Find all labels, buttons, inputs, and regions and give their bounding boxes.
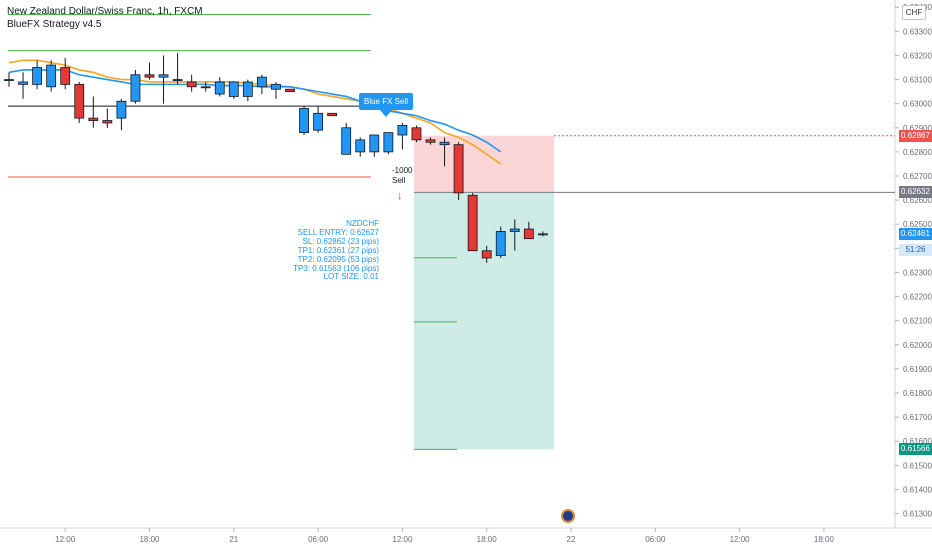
- candle-body[interactable]: [158, 74, 169, 78]
- y-tick-label: 0.61800: [903, 389, 932, 398]
- down-arrow-icon: ↓: [397, 190, 403, 202]
- y-tick-label: 0.61300: [903, 510, 932, 519]
- go-to-realtime-icon[interactable]: [561, 509, 575, 523]
- info-stop-loss: SL: 0.62862 (23 pips): [302, 236, 380, 246]
- candle-body[interactable]: [271, 83, 281, 90]
- candle-body[interactable]: [538, 233, 548, 236]
- candle-body[interactable]: [439, 141, 450, 146]
- candle-body[interactable]: [32, 67, 42, 85]
- slow-moving-average-line: [8, 59, 502, 165]
- x-tick-label: 12:00: [730, 535, 751, 544]
- y-tick-label: 0.62500: [903, 220, 932, 229]
- y-tick-label: 0.62200: [903, 293, 932, 302]
- stop-loss-zone: [414, 135, 554, 193]
- candle-body[interactable]: [355, 139, 366, 153]
- candle-body[interactable]: [60, 67, 71, 85]
- price-tag: 0.61566: [899, 443, 932, 456]
- x-tick-label: 18:00: [814, 535, 835, 544]
- candle-body[interactable]: [341, 127, 352, 155]
- y-tick-label: 0.61900: [903, 365, 932, 374]
- price-tag: 51:26: [899, 243, 932, 256]
- candle-body[interactable]: [242, 81, 253, 97]
- candle-body[interactable]: [495, 231, 506, 256]
- candle-body[interactable]: [467, 194, 478, 252]
- candle-body[interactable]: [523, 228, 534, 240]
- candle-body[interactable]: [425, 139, 436, 143]
- candle-body[interactable]: [411, 127, 422, 141]
- candle-body[interactable]: [299, 108, 309, 134]
- x-tick-label: 21: [229, 535, 238, 544]
- chart-header: New Zealand Dollar/Swiss Franc, 1h, FXCM…: [7, 5, 203, 31]
- candle-body[interactable]: [256, 76, 267, 88]
- price-tag: 0.62867: [899, 129, 932, 142]
- y-tick-label: 0.62300: [903, 268, 932, 277]
- candle-body[interactable]: [481, 250, 492, 259]
- y-tick-label: 0.62000: [903, 341, 932, 350]
- candle-body[interactable]: [88, 117, 99, 121]
- candle-body[interactable]: [453, 144, 464, 194]
- y-tick-label: 0.63300: [903, 27, 932, 36]
- symbol-title[interactable]: New Zealand Dollar/Swiss Franc, 1h, FXCM: [7, 6, 203, 17]
- candle-body[interactable]: [214, 81, 225, 95]
- y-tick-label: 0.61700: [903, 413, 932, 422]
- info-lot-size: LOT SIZE: 0.01: [323, 272, 379, 282]
- candle-body[interactable]: [46, 64, 57, 88]
- candle-body[interactable]: [397, 124, 408, 136]
- candle-body[interactable]: [116, 100, 127, 119]
- candle-body[interactable]: [228, 81, 239, 97]
- y-tick-label: 0.62600: [903, 196, 932, 205]
- info-tp2: TP2: 0.62095 (53 pips): [297, 254, 379, 264]
- fast-moving-average-line: [8, 69, 502, 153]
- sell-signal-label: -1000 Sell: [392, 166, 413, 185]
- candle-body[interactable]: [509, 228, 520, 232]
- y-tick-label: 0.63100: [903, 76, 932, 85]
- callout-pointer: [380, 110, 392, 117]
- x-tick-label: 22: [567, 535, 576, 544]
- candle-body[interactable]: [172, 79, 183, 81]
- y-tick-label: 0.63200: [903, 51, 932, 60]
- y-tick-label: 0.62800: [903, 148, 932, 157]
- price-tag: 0.62461: [899, 227, 932, 240]
- candle-body[interactable]: [4, 79, 14, 81]
- info-tp3: TP3: 0.61563 (106 pips): [293, 263, 379, 273]
- candle-body[interactable]: [130, 74, 141, 102]
- y-tick-label: 0.62100: [903, 317, 932, 326]
- x-tick-label: 18:00: [477, 535, 498, 544]
- price-tag: 0.62632: [899, 186, 932, 199]
- candle-body[interactable]: [102, 120, 113, 124]
- x-tick-label: 06:00: [645, 535, 666, 544]
- y-tick-label: 0.62700: [903, 172, 932, 181]
- y-tick-label: 0.63000: [903, 100, 932, 109]
- candle-body[interactable]: [144, 74, 155, 78]
- y-tick-label: 0.61600: [903, 437, 932, 446]
- info-tp1: TP1: 0.62361 (27 pips): [297, 245, 379, 255]
- candle-body[interactable]: [383, 132, 394, 153]
- x-tick-label: 18:00: [139, 535, 160, 544]
- candle-body[interactable]: [200, 86, 211, 89]
- candle-body[interactable]: [369, 134, 380, 153]
- x-tick-label: 12:00: [392, 535, 413, 544]
- candle-body[interactable]: [327, 112, 338, 117]
- info-symbol: NZDCHF: [346, 219, 379, 228]
- currency-button[interactable]: CHF: [902, 5, 926, 20]
- candle-body[interactable]: [285, 88, 295, 93]
- candle-body[interactable]: [313, 112, 324, 131]
- info-sell-entry: SELL ENTRY: 0.62627: [297, 227, 379, 237]
- x-tick-label: 06:00: [308, 535, 329, 544]
- trade-info-box: NZDCHF SELL ENTRY: 0.62627 SL: 0.62862 (…: [273, 219, 380, 282]
- blue-fx-sell-callout: Blue FX Sell: [359, 93, 413, 110]
- candle-body[interactable]: [18, 81, 28, 85]
- y-tick-label: 0.61500: [903, 461, 932, 470]
- candle-body[interactable]: [186, 81, 197, 88]
- y-tick-label: 0.62900: [903, 124, 932, 133]
- indicator-name[interactable]: BlueFX Strategy v4.5: [7, 19, 102, 30]
- x-tick-label: 12:00: [55, 535, 76, 544]
- candle-body[interactable]: [74, 83, 85, 119]
- y-tick-label: 0.61400: [903, 485, 932, 494]
